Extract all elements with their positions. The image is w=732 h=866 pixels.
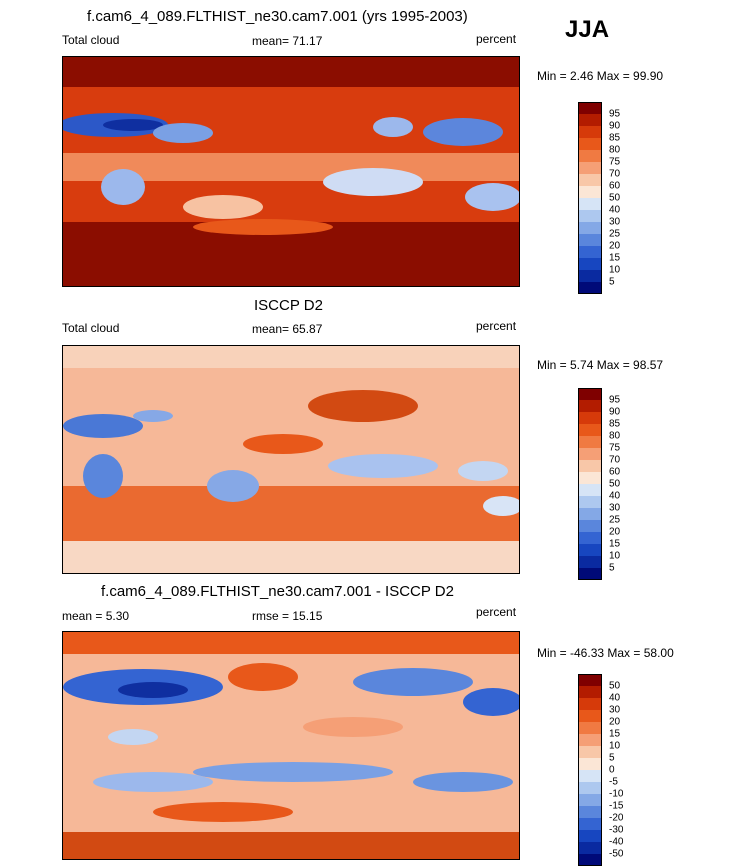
panel-2-title: ISCCP D2 bbox=[254, 297, 323, 314]
colorbar-tick: 20 bbox=[609, 526, 621, 538]
panel-2-variable-label: Total cloud bbox=[62, 321, 120, 335]
colorbar-tick: 5 bbox=[609, 276, 615, 288]
colorbar-tick: -5 bbox=[609, 776, 618, 788]
panel-2-map bbox=[62, 345, 520, 574]
panel-3-mean-label: mean = 5.30 bbox=[62, 609, 130, 623]
colorbar-tick: 25 bbox=[609, 228, 621, 240]
colorbar-tick: 40 bbox=[609, 204, 621, 216]
colorbar-tick: 70 bbox=[609, 168, 621, 180]
colorbar-tick: 15 bbox=[609, 252, 621, 264]
panel-1-units-label: percent bbox=[476, 32, 517, 46]
colorbar-tick: 30 bbox=[609, 502, 621, 514]
colorbar-tick: 60 bbox=[609, 466, 621, 478]
panel-1-mean-label: mean= 71.17 bbox=[252, 34, 323, 48]
panel-1-variable-label: Total cloud bbox=[62, 33, 120, 47]
colorbar-tick: 60 bbox=[609, 180, 621, 192]
colorbar-tick: 80 bbox=[609, 144, 621, 156]
panel-1-title: f.cam6_4_089.FLTHIST_ne30.cam7.001 (yrs … bbox=[87, 8, 468, 25]
colorbar-tick: 85 bbox=[609, 132, 621, 144]
panel-2-mean-label: mean= 65.87 bbox=[252, 322, 323, 336]
colorbar-tick: -40 bbox=[609, 836, 624, 848]
colorbar-tick: 15 bbox=[609, 538, 621, 550]
panel-3-title: f.cam6_4_089.FLTHIST_ne30.cam7.001 - ISC… bbox=[101, 583, 454, 600]
panel-2-minmax: Min = 5.74 Max = 98.57 bbox=[537, 358, 664, 372]
season-label: JJA bbox=[565, 16, 610, 43]
colorbar-tick: -20 bbox=[609, 812, 624, 824]
colorbar-tick: 5 bbox=[609, 752, 615, 764]
colorbar-tick: 50 bbox=[609, 192, 621, 204]
panel-3-rmse-label: rmse = 15.15 bbox=[252, 609, 323, 623]
colorbar-tick: 80 bbox=[609, 430, 621, 442]
colorbar-tick: 25 bbox=[609, 514, 621, 526]
colorbar-tick: 90 bbox=[609, 406, 621, 418]
colorbar-tick: 5 bbox=[609, 562, 615, 574]
colorbar-tick: -50 bbox=[609, 848, 624, 860]
colorbar-tick: 30 bbox=[609, 704, 621, 716]
colorbar-tick: 20 bbox=[609, 716, 621, 728]
colorbar-tick: 10 bbox=[609, 264, 621, 276]
colorbar-tick: -10 bbox=[609, 788, 624, 800]
colorbar-tick: -15 bbox=[609, 800, 624, 812]
colorbar-tick: 50 bbox=[609, 478, 621, 490]
colorbar-tick: 0 bbox=[609, 764, 615, 776]
colorbar-tick: 10 bbox=[609, 740, 621, 752]
panel-3-map bbox=[62, 631, 520, 860]
colorbar-tick: 75 bbox=[609, 442, 621, 454]
panel-2-units-label: percent bbox=[476, 319, 517, 333]
panel-3-minmax: Min = -46.33 Max = 58.00 bbox=[537, 646, 674, 660]
colorbar-tick: 95 bbox=[609, 394, 621, 406]
panel-3-units-label: percent bbox=[476, 605, 517, 619]
colorbar-tick: 95 bbox=[609, 108, 621, 120]
colorbar-tick: 85 bbox=[609, 418, 621, 430]
panel-1-minmax: Min = 2.46 Max = 99.90 bbox=[537, 69, 664, 83]
colorbar-tick: 10 bbox=[609, 550, 621, 562]
colorbar-tick: -30 bbox=[609, 824, 624, 836]
colorbar-tick: 30 bbox=[609, 216, 621, 228]
colorbar-tick: 40 bbox=[609, 490, 621, 502]
colorbar-tick: 15 bbox=[609, 728, 621, 740]
colorbar-tick: 50 bbox=[609, 680, 621, 692]
colorbar-tick: 20 bbox=[609, 240, 621, 252]
panel-1-map bbox=[62, 56, 520, 287]
colorbar-tick: 70 bbox=[609, 454, 621, 466]
colorbar-tick: 90 bbox=[609, 120, 621, 132]
colorbar-tick: 75 bbox=[609, 156, 621, 168]
colorbar-tick: 40 bbox=[609, 692, 621, 704]
